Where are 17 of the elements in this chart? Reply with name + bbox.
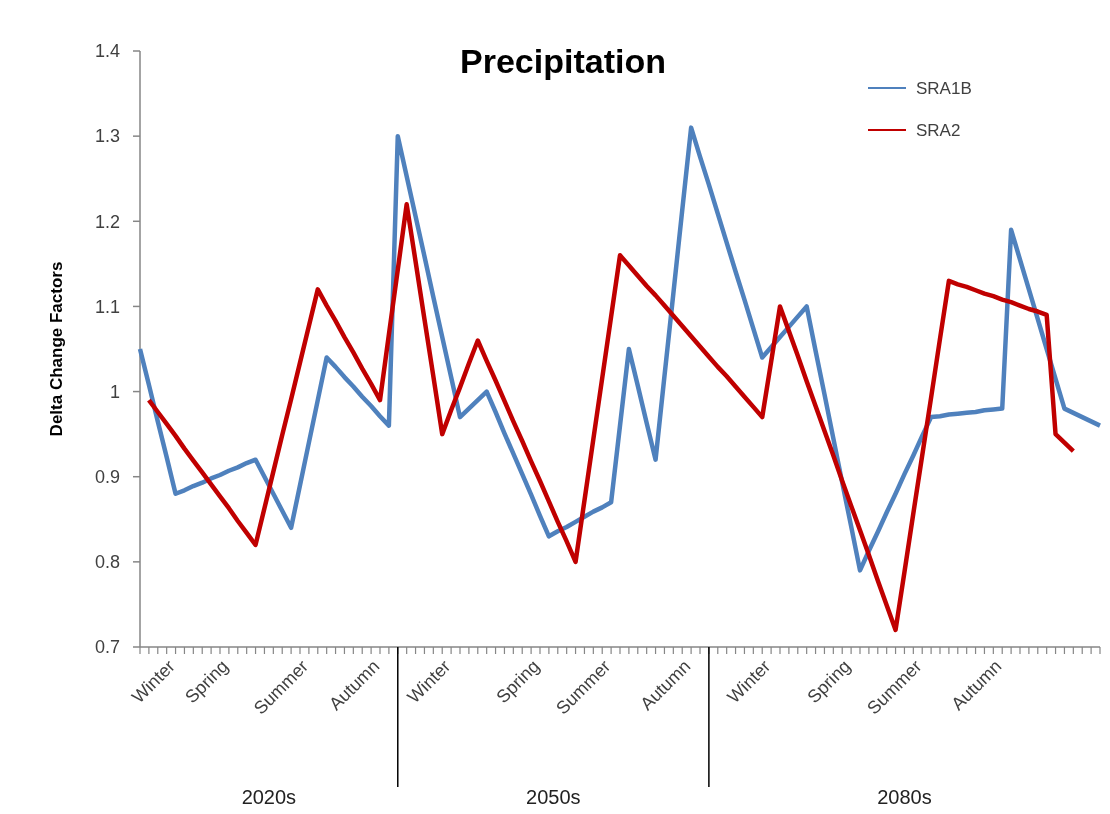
y-tick-label: 1.3 — [94, 126, 120, 147]
legend-label: SRA2 — [916, 120, 961, 140]
text: 2050s — [526, 786, 581, 808]
y-tick-label: 1 — [109, 381, 120, 402]
y-tick-label: 1.2 — [94, 211, 120, 232]
chart-title: Precipitation — [460, 42, 666, 80]
y-axis-title: Delta Change Factors — [47, 261, 66, 437]
y-tick-label: 1.4 — [94, 41, 120, 62]
line-series — [137, 125, 1103, 573]
text: 2020s — [241, 786, 297, 808]
y-tick-label: 0.8 — [94, 552, 120, 573]
line-series — [146, 202, 1076, 633]
y-tick-label: 0.9 — [94, 467, 120, 488]
legend-label: SRA1B — [916, 78, 972, 98]
y-tick-label: 1.1 — [94, 296, 120, 317]
y-tick-label: 0.7 — [94, 637, 120, 658]
text: 2080s — [877, 786, 932, 808]
